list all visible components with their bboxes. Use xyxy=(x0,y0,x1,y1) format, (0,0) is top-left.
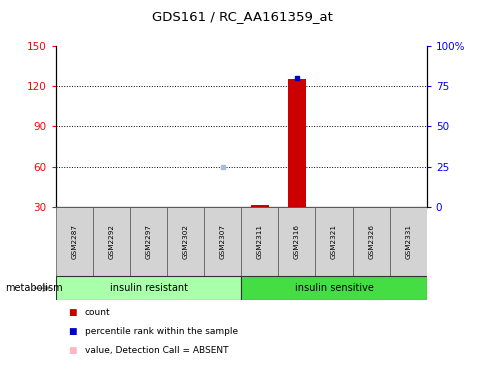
Text: ■: ■ xyxy=(68,328,76,336)
Bar xyxy=(166,207,204,276)
Text: percentile rank within the sample: percentile rank within the sample xyxy=(85,328,238,336)
Bar xyxy=(93,207,130,276)
Bar xyxy=(241,276,426,300)
Text: insulin resistant: insulin resistant xyxy=(109,283,187,293)
Text: metabolism: metabolism xyxy=(5,283,62,293)
Text: ■: ■ xyxy=(68,347,76,355)
Bar xyxy=(241,207,278,276)
Bar xyxy=(287,79,305,207)
Text: GDS161 / RC_AA161359_at: GDS161 / RC_AA161359_at xyxy=(152,10,332,23)
Bar xyxy=(56,207,93,276)
Text: GSM2292: GSM2292 xyxy=(108,224,114,259)
Bar xyxy=(130,207,166,276)
Bar xyxy=(250,205,269,207)
Bar xyxy=(389,207,426,276)
Text: GSM2307: GSM2307 xyxy=(219,224,225,259)
Bar xyxy=(278,207,315,276)
Bar xyxy=(315,207,352,276)
Text: GSM2302: GSM2302 xyxy=(182,224,188,259)
Text: GSM2311: GSM2311 xyxy=(257,224,262,259)
Bar xyxy=(204,207,241,276)
Text: insulin sensitive: insulin sensitive xyxy=(294,283,373,293)
Text: GSM2287: GSM2287 xyxy=(71,224,77,259)
Text: GSM2331: GSM2331 xyxy=(405,224,410,259)
Bar xyxy=(56,276,241,300)
Text: count: count xyxy=(85,309,110,317)
Text: GSM2326: GSM2326 xyxy=(367,224,373,259)
Text: ■: ■ xyxy=(68,309,76,317)
Text: GSM2321: GSM2321 xyxy=(331,224,336,259)
Text: GSM2316: GSM2316 xyxy=(293,224,299,259)
Bar xyxy=(352,207,389,276)
Text: value, Detection Call = ABSENT: value, Detection Call = ABSENT xyxy=(85,347,228,355)
Text: GSM2297: GSM2297 xyxy=(145,224,151,259)
